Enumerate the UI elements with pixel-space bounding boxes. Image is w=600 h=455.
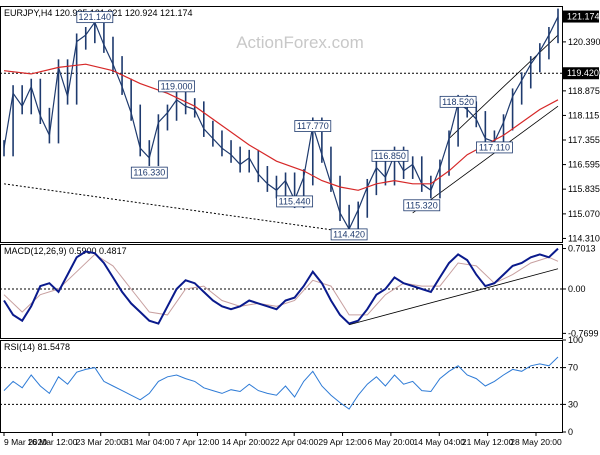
price-frame: [0, 6, 563, 243]
rsi-panel: RSI(14) 81.5478 100 70 30 0: [0, 335, 583, 437]
level-price-label: 119.420: [567, 68, 599, 78]
rsi-ytick-label: 70: [568, 363, 578, 373]
price-ytick-label: 115.835: [568, 184, 600, 194]
macd-ytick-label: 0.00: [568, 284, 586, 294]
price-label: 116.330: [133, 168, 165, 178]
price-label: 117.770: [297, 121, 329, 131]
rsi-title: RSI(14) 81.5478: [4, 342, 70, 352]
price-label: 117.110: [479, 142, 510, 152]
price-label: 115.320: [406, 200, 438, 210]
price-ytick-label: 118.115: [568, 110, 599, 120]
macd-panel: MACD(12,26,9) 0.5900 0.4817 0.7013 0.00 -0.…: [0, 244, 599, 339]
macd-line: [3, 247, 559, 325]
price-label-box: [294, 120, 332, 132]
macd-trendline: [349, 268, 559, 326]
macd-title: MACD(12,26,9) 0.5900 0.4817: [4, 246, 127, 256]
lower-trendline: [3, 183, 350, 233]
level-price-box: [563, 67, 599, 80]
price-label: 116.850: [374, 151, 406, 161]
price-label: 118.520: [442, 97, 474, 107]
price-line: [3, 16, 559, 231]
x-tick-label: 21 May 12:00: [462, 437, 514, 447]
moving-average-line: [3, 63, 559, 191]
price-label-box: [276, 195, 314, 208]
macd-frame: [0, 244, 563, 339]
price-ytick-label: 114.310: [568, 233, 600, 243]
price-label-box: [403, 199, 441, 212]
price-label-box: [130, 166, 168, 179]
macd-ytick-label: -0.7699: [568, 328, 599, 338]
price-label: 119.000: [161, 81, 193, 91]
price-ytick-label: 117.355: [568, 135, 600, 145]
watermark-text: ActionForex.com: [236, 33, 364, 52]
price-ytick-label: 118.875: [568, 86, 600, 96]
last-price-box: [563, 10, 599, 23]
macd-ytick-label: 0.7013: [568, 244, 596, 254]
rsi-frame: [0, 340, 563, 433]
price-label-box: [330, 228, 368, 241]
rsi-line: [3, 356, 559, 410]
price-label-box: [476, 141, 513, 154]
rsi-ytick-label: 0: [568, 427, 573, 437]
x-tick-label: 22 Apr 04:00: [270, 437, 318, 447]
last-price-label: 121.174: [567, 12, 600, 22]
rsi-ytick-label: 100: [568, 335, 583, 345]
x-tick-label: 23 Mar 20:00: [76, 437, 126, 447]
price-ytick-label: 120.390: [568, 37, 600, 47]
x-tick-label: 14 Apr 20:00: [222, 437, 270, 447]
price-label: 121.140: [79, 12, 112, 22]
price-label: 115.440: [279, 196, 311, 206]
price-ytick-label: 115.070: [568, 209, 600, 219]
x-tick-label: 14 May 04:00: [414, 437, 466, 447]
price-label-box: [158, 80, 195, 93]
price-ytick-label: 116.595: [568, 160, 600, 170]
x-tick-label: 9 Mar 2020: [4, 437, 47, 447]
price-label: 114.420: [333, 229, 365, 239]
price-label-box: [439, 95, 477, 108]
channel-line-1: [412, 105, 559, 214]
x-tick-label: 16 Mar 12:00: [27, 437, 77, 447]
rsi-ytick-label: 30: [568, 399, 578, 409]
price-label-box: [76, 11, 114, 24]
x-tick-label: 28 May 20:00: [510, 437, 562, 447]
price-label-box: [371, 149, 409, 162]
x-tick-label: 29 Apr 12:00: [318, 437, 366, 447]
x-tick-label: 6 May 20:00: [368, 437, 415, 447]
x-tick-label: 31 Mar 04:00: [124, 437, 174, 447]
x-tick-label: 7 Apr 12:00: [176, 437, 220, 447]
